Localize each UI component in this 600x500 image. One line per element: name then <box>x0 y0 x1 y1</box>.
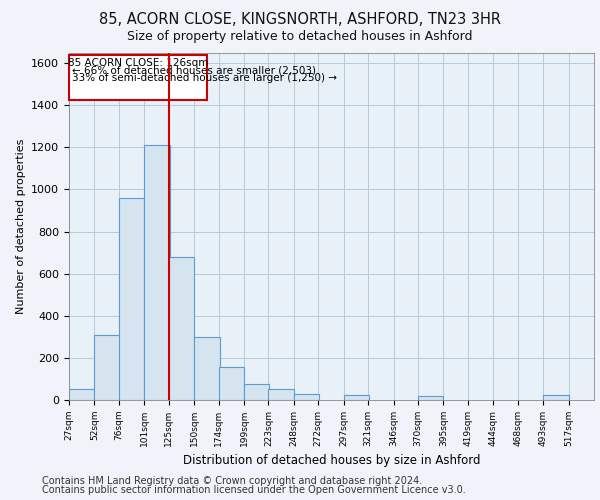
Text: 85, ACORN CLOSE, KINGSNORTH, ASHFORD, TN23 3HR: 85, ACORN CLOSE, KINGSNORTH, ASHFORD, TN… <box>99 12 501 28</box>
Bar <box>194 337 220 400</box>
Bar <box>218 368 244 400</box>
Text: ← 66% of detached houses are smaller (2,503): ← 66% of detached houses are smaller (2,… <box>72 65 316 75</box>
Bar <box>418 396 443 400</box>
Bar <box>144 145 170 400</box>
Bar <box>119 198 144 400</box>
Text: 85 ACORN CLOSE: 126sqm: 85 ACORN CLOSE: 126sqm <box>68 58 208 68</box>
Bar <box>169 257 194 400</box>
Bar <box>94 334 120 400</box>
FancyBboxPatch shape <box>69 54 208 100</box>
Bar <box>294 394 319 400</box>
Text: Size of property relative to detached houses in Ashford: Size of property relative to detached ho… <box>127 30 473 43</box>
Bar <box>543 394 569 400</box>
Bar <box>69 390 94 400</box>
Y-axis label: Number of detached properties: Number of detached properties <box>16 138 26 314</box>
Text: Contains public sector information licensed under the Open Government Licence v3: Contains public sector information licen… <box>42 485 466 495</box>
Text: Contains HM Land Registry data © Crown copyright and database right 2024.: Contains HM Land Registry data © Crown c… <box>42 476 422 486</box>
Text: 33% of semi-detached houses are larger (1,250) →: 33% of semi-detached houses are larger (… <box>72 72 337 83</box>
X-axis label: Distribution of detached houses by size in Ashford: Distribution of detached houses by size … <box>183 454 480 468</box>
Bar <box>344 394 369 400</box>
Bar <box>268 390 294 400</box>
Bar <box>244 384 269 400</box>
